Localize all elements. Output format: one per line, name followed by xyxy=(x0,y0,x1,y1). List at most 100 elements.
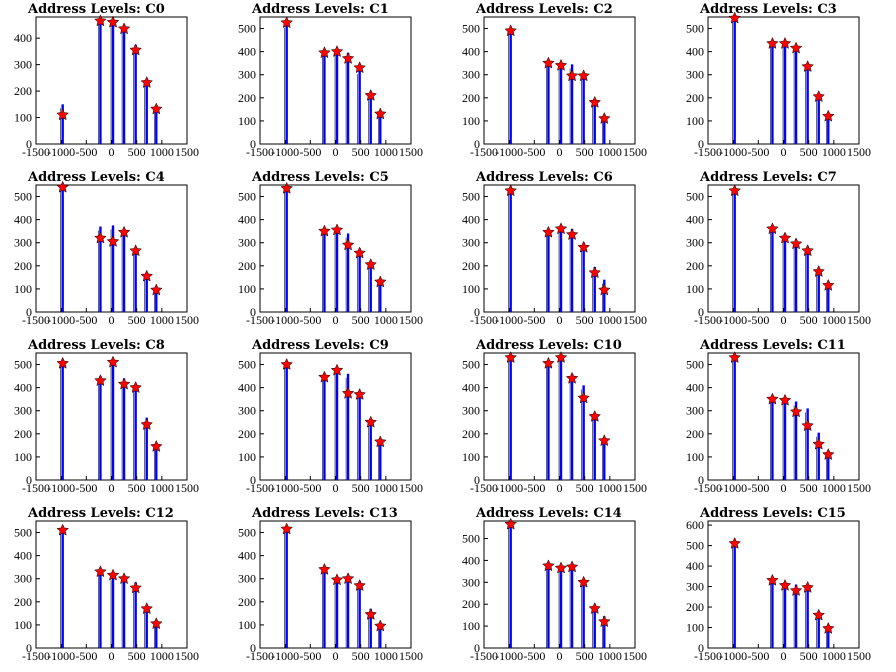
histogram-bar xyxy=(379,112,382,144)
x-tick-label: 1000 xyxy=(374,649,398,663)
plot-frame xyxy=(35,520,188,649)
peak-marker xyxy=(374,107,387,120)
histogram-bar xyxy=(783,233,787,312)
x-tick-label: 1500 xyxy=(847,145,871,159)
plot-frame xyxy=(483,184,636,313)
peak-marker xyxy=(598,283,611,296)
x-tick-label: 1000 xyxy=(150,145,174,159)
histogram-bar xyxy=(335,577,339,648)
chart-title: Address Levels: C2 xyxy=(475,2,613,17)
histogram-bar xyxy=(335,228,339,312)
histogram-bar xyxy=(285,187,288,312)
x-tick-label: -500 xyxy=(747,313,769,327)
histogram-bar xyxy=(827,451,830,480)
x-tick-label: -1500 xyxy=(470,313,498,327)
y-tick-label: 100 xyxy=(462,619,480,633)
x-tick-label: 1000 xyxy=(374,481,398,495)
peak-marker xyxy=(330,363,344,376)
plot-frame xyxy=(483,352,636,481)
x-tick-label: -1500 xyxy=(22,649,50,663)
peak-marker xyxy=(353,579,366,592)
y-tick-label: 0 xyxy=(474,641,480,655)
chart-panel-13: Address Levels: C13 0 100 200 300 400 500 -1500… xyxy=(238,506,423,663)
y-tick-label: 200 xyxy=(686,427,704,441)
histogram-bar xyxy=(323,49,326,144)
histogram-bar xyxy=(593,101,596,144)
y-tick-label: 300 xyxy=(14,404,32,418)
chart-title: Address Levels: C6 xyxy=(475,170,613,185)
y-tick-label: 100 xyxy=(462,114,480,128)
x-tick-label: -1500 xyxy=(694,313,722,327)
x-tick-label: 1000 xyxy=(374,313,398,327)
y-tick-label: 300 xyxy=(462,68,480,82)
y-tick-label: 500 xyxy=(14,190,32,204)
x-tick-label: -1000 xyxy=(495,649,523,663)
y-tick-label: 0 xyxy=(474,473,480,487)
peak-marker xyxy=(554,561,568,574)
histogram-bar xyxy=(285,23,288,144)
histogram-bar xyxy=(771,42,774,144)
peak-marker xyxy=(565,371,579,384)
x-tick-label: -500 xyxy=(75,649,97,663)
x-tick-label: 0 xyxy=(781,481,787,495)
chart-title: Address Levels: C1 xyxy=(251,2,389,17)
plot-frame xyxy=(259,16,412,145)
histogram-bar xyxy=(155,620,158,648)
peak-marker xyxy=(374,619,387,632)
peak-marker xyxy=(728,184,741,197)
peak-marker xyxy=(106,234,120,247)
peak-marker xyxy=(728,351,741,363)
histogram-bar xyxy=(582,242,585,312)
histogram-bar xyxy=(771,577,774,648)
y-tick-label: 100 xyxy=(686,282,704,296)
histogram-bar xyxy=(111,576,115,648)
peak-marker xyxy=(801,580,814,593)
y-tick-label: 300 xyxy=(238,236,256,250)
x-tick-label: 0 xyxy=(109,481,115,495)
peak-marker xyxy=(598,434,611,447)
peak-marker xyxy=(364,415,378,428)
y-tick-label: 300 xyxy=(686,404,704,418)
histogram-bar xyxy=(559,566,563,648)
y-tick-label: 500 xyxy=(14,526,32,540)
peak-marker xyxy=(822,109,835,122)
histogram-bar xyxy=(603,439,606,480)
peak-marker xyxy=(374,435,387,448)
histogram-bar xyxy=(771,226,774,312)
x-tick-label: 500 xyxy=(800,313,818,327)
peak-marker xyxy=(353,61,366,74)
plot-frame xyxy=(35,16,188,145)
histogram-bar xyxy=(593,413,596,480)
x-tick-label: 500 xyxy=(352,649,370,663)
x-tick-label: 1500 xyxy=(175,481,199,495)
peak-marker xyxy=(353,246,366,259)
histogram-bar xyxy=(783,583,787,648)
peak-marker xyxy=(565,228,579,241)
peak-marker xyxy=(106,355,120,368)
histogram-bar xyxy=(733,355,736,480)
x-tick-label: -1500 xyxy=(246,481,274,495)
x-tick-label: -1500 xyxy=(470,481,498,495)
peak-marker xyxy=(94,231,107,244)
plot-frame xyxy=(483,16,636,145)
peak-marker xyxy=(542,559,555,572)
x-tick-label: 1500 xyxy=(399,481,423,495)
plot-frame xyxy=(483,520,636,649)
x-tick-label: 500 xyxy=(352,145,370,159)
x-tick-label: 500 xyxy=(576,649,594,663)
chart-panel-9: Address Levels: C90100200300400500-1500-… xyxy=(238,338,423,495)
peak-marker xyxy=(140,269,154,282)
y-tick-label: 0 xyxy=(250,641,256,655)
peak-marker xyxy=(94,14,107,27)
histogram-bar xyxy=(346,373,350,480)
x-tick-label: 1000 xyxy=(822,481,846,495)
x-tick-label: 1000 xyxy=(822,649,846,663)
histogram-bar xyxy=(346,52,350,144)
histogram-bar xyxy=(570,64,574,144)
peak-marker xyxy=(280,357,293,370)
peak-marker xyxy=(94,374,107,387)
histogram-bar xyxy=(783,42,787,144)
y-tick-label: 400 xyxy=(238,213,256,227)
plot-frame xyxy=(259,184,412,313)
histogram-bar xyxy=(603,279,606,312)
